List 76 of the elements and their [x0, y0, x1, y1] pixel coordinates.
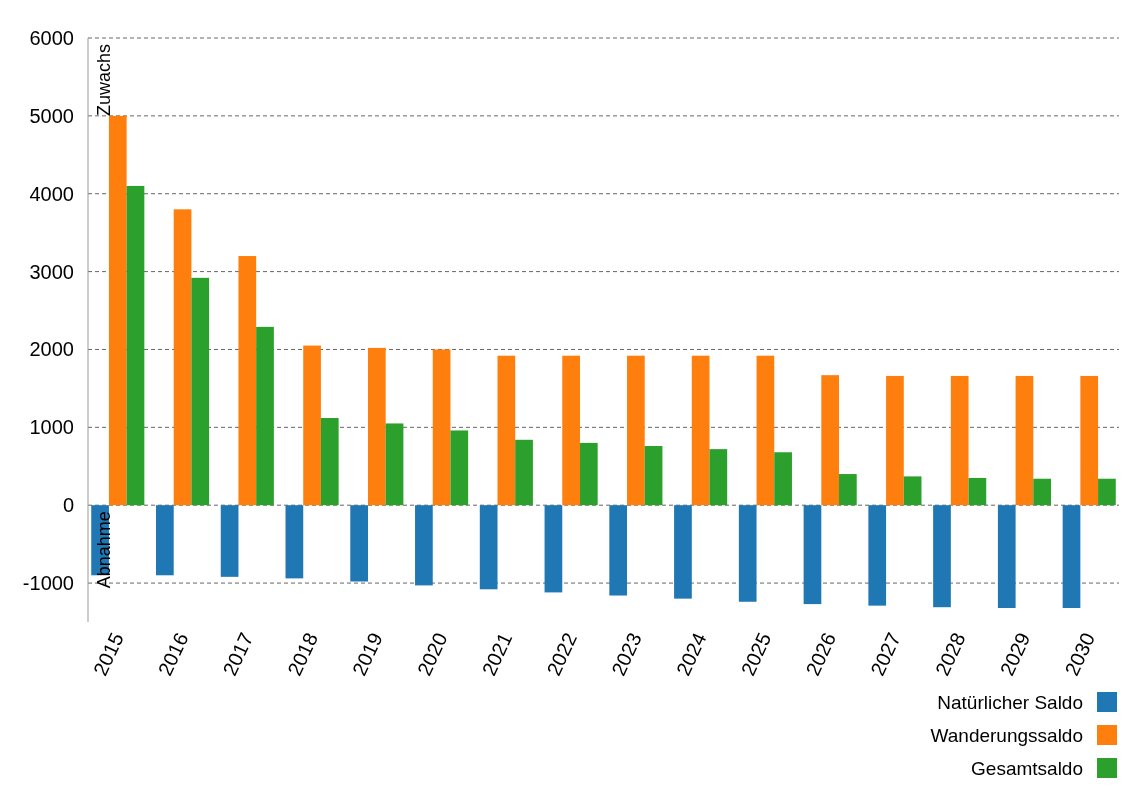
- bar: [997, 505, 1016, 608]
- x-tick-label: 2025: [736, 629, 776, 679]
- x-tick-label: 2019: [348, 629, 387, 679]
- bar: [609, 505, 628, 596]
- x-tick-label: 2028: [930, 629, 970, 679]
- bar: [497, 355, 516, 506]
- bar: [821, 375, 840, 506]
- bar: [968, 477, 987, 506]
- y-tick-label: 1000: [29, 416, 74, 439]
- bar: [515, 439, 533, 506]
- x-tick-label: 2021: [477, 629, 517, 679]
- bar: [868, 505, 887, 606]
- y-tick-label: 0: [62, 494, 74, 517]
- x-tick-label: 2026: [801, 629, 841, 679]
- bar: [774, 452, 792, 506]
- x-tick-label: 2018: [283, 629, 323, 679]
- annotation: Zuwachs: [94, 44, 114, 117]
- bar: [385, 423, 404, 506]
- bar: [544, 505, 563, 593]
- bar: [1098, 478, 1116, 506]
- bar: [415, 505, 433, 586]
- bar: [191, 277, 210, 506]
- bar: [839, 474, 857, 506]
- x-tick-label: 2020: [412, 629, 452, 679]
- bar: [220, 505, 239, 577]
- bar: [350, 505, 368, 582]
- legend-label: Natürlicher Saldo: [937, 691, 1083, 713]
- bar: [450, 430, 469, 506]
- bar: [903, 476, 922, 506]
- bar: [579, 442, 598, 506]
- bar: [173, 209, 192, 506]
- bar: [674, 505, 692, 599]
- x-tick-label: 2030: [1060, 629, 1100, 679]
- bar: [367, 347, 386, 506]
- bar: [562, 355, 580, 506]
- bar: [108, 115, 127, 506]
- bar: [1015, 375, 1034, 506]
- bar: [738, 505, 757, 602]
- bar: [479, 505, 498, 590]
- y-tick-label: 4000: [29, 182, 74, 205]
- bar: [126, 185, 145, 506]
- legend-label: Gesamtsaldo: [971, 757, 1083, 779]
- x-tick-label: 2017: [218, 629, 258, 679]
- bar: [238, 256, 257, 506]
- x-tick-label: 2023: [607, 629, 646, 679]
- x-tick-label: 2024: [671, 629, 711, 679]
- bar: [303, 345, 321, 506]
- bar: [156, 505, 174, 576]
- annotation: Abnahme: [94, 511, 114, 589]
- y-tick-label: 2000: [29, 338, 74, 361]
- y-tick-label: -1000: [22, 572, 74, 595]
- legend-label: Wanderungssaldo: [930, 724, 1083, 746]
- bar: [1033, 478, 1051, 506]
- bar: [1080, 375, 1099, 506]
- bar: [256, 326, 274, 506]
- bar: [285, 505, 304, 579]
- y-tick-label: 6000: [29, 27, 74, 49]
- bar: [320, 417, 339, 506]
- bar: [886, 375, 904, 506]
- bar: [933, 505, 951, 608]
- bar: [950, 375, 969, 506]
- x-tick-label: 2029: [995, 629, 1035, 679]
- bar: [691, 355, 710, 506]
- bar: [709, 449, 728, 506]
- bar: [756, 355, 775, 506]
- bar: [627, 355, 645, 506]
- y-tick-label: 5000: [29, 104, 74, 127]
- y-tick-label: 3000: [29, 260, 74, 283]
- x-tick-label: 2022: [542, 629, 582, 679]
- bar: [644, 446, 663, 506]
- bar: [803, 505, 822, 605]
- x-tick-label: 2016: [153, 629, 193, 679]
- x-tick-label: 2027: [866, 629, 905, 679]
- x-tick-label: 2015: [89, 629, 128, 679]
- bar: [1062, 505, 1081, 608]
- bar: [432, 349, 451, 506]
